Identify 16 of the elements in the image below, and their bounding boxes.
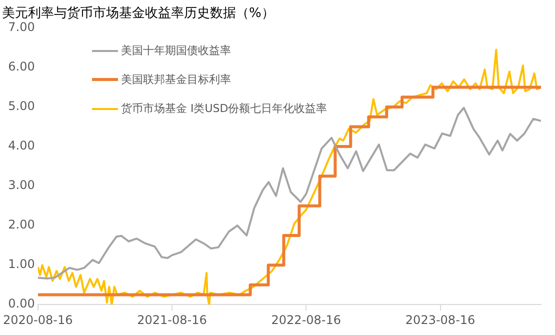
legend-label: 货币市场基金 I类USD份额七日年化收益率 [121, 101, 328, 116]
y-tick-label: 2.00 [8, 218, 35, 232]
x-tick-label: 2021-08-16 [137, 312, 207, 327]
y-tick-label: 5.00 [8, 99, 35, 114]
y-tick-label: 0.00 [8, 296, 35, 311]
legend-label: 美国十年期国债收益率 [121, 43, 231, 58]
x-tick-label: 2022-08-16 [271, 312, 342, 327]
x-tick-label: 2023-08-16 [405, 312, 476, 327]
y-tick-label: 7.00 [8, 20, 35, 34]
y-tick-label: 1.00 [8, 257, 35, 272]
chart-title: 美元利率与货币市场基金收益率历史数据（%） [2, 5, 274, 22]
y-tick-label: 6.00 [8, 60, 35, 74]
y-tick-label: 4.00 [8, 138, 35, 153]
x-tick-label: 2020-08-16 [2, 312, 73, 327]
y-tick-label: 3.00 [8, 178, 35, 192]
legend-label: 美国联邦基金目标利率 [121, 72, 231, 87]
